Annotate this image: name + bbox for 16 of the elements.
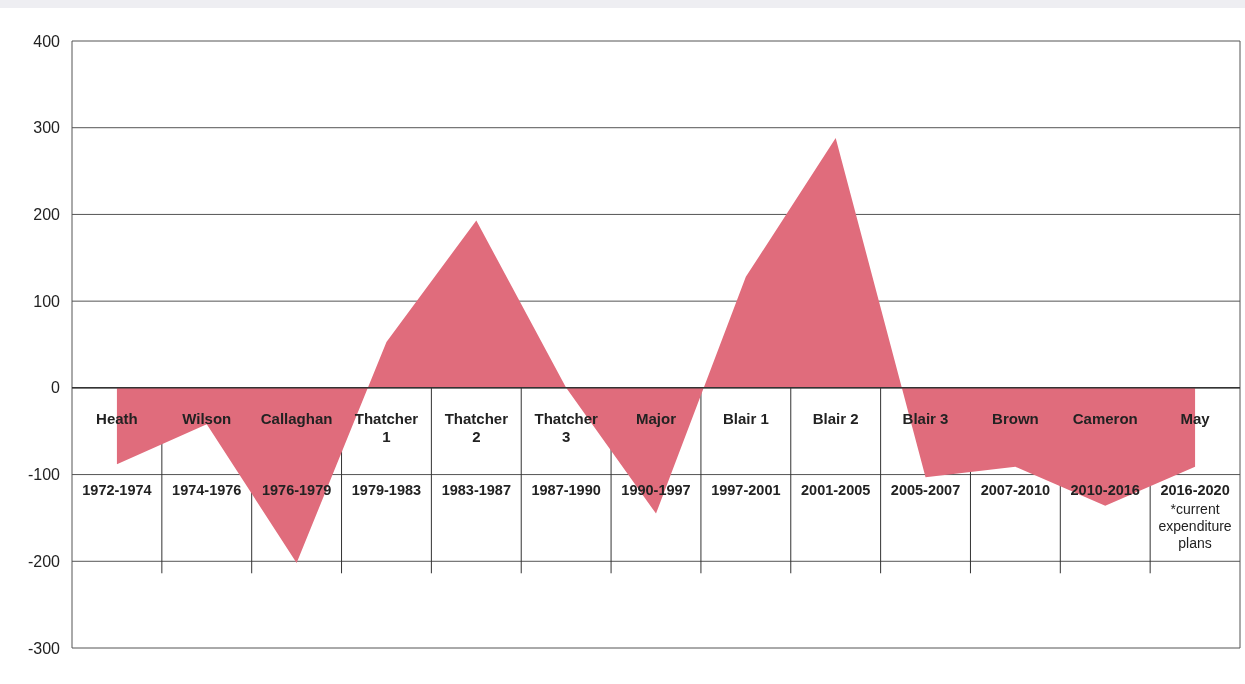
category-label: Brown 2007-2010	[980, 409, 1051, 498]
y-tick-label: -300	[27, 639, 61, 657]
y-tick-label: 400	[33, 32, 61, 50]
category-label: Thatcher 2 1983-1987	[441, 409, 511, 498]
y-tick-label: 300	[33, 119, 61, 137]
y-tick-label: 200	[33, 206, 61, 224]
y-tick-label: -200	[27, 552, 61, 570]
category-label: Heath 1972-1974	[82, 409, 152, 498]
y-tick-label: 0	[51, 379, 61, 397]
y-tick-label: 100	[33, 292, 61, 310]
category-label: Thatcher 1 1979-1983	[351, 409, 422, 498]
category-label: Blair 1 1997-2001	[711, 409, 781, 498]
category-label: Cameron 2010-2016	[1070, 409, 1140, 498]
y-tick-label: -100	[27, 466, 61, 484]
category-label: Wilson 1974-1976	[172, 409, 242, 498]
category-label: Blair 2 2001-2005	[801, 409, 871, 498]
